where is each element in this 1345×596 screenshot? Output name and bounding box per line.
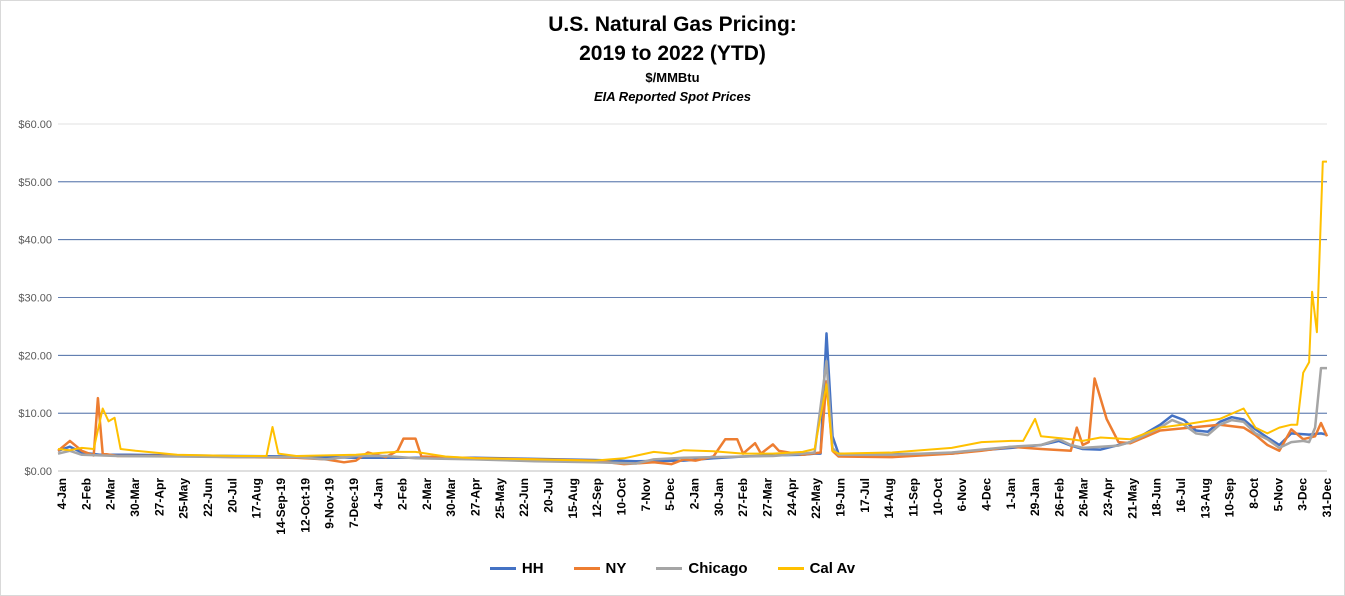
x-tick-label: 11-Sep — [906, 478, 920, 517]
x-tick-label: 31-Dec — [1320, 478, 1334, 518]
x-tick-label: 6-Nov — [955, 478, 969, 512]
x-tick-label: 25-May — [493, 478, 507, 519]
x-tick-label: 17-Jul — [858, 478, 872, 513]
legend-label: NY — [605, 560, 627, 577]
x-tick-label: 3-Dec — [1296, 478, 1310, 511]
x-tick-label: 10-Sep — [1223, 478, 1237, 517]
series-lines — [57, 160, 1329, 466]
x-tick-label: 14-Aug — [882, 478, 896, 519]
x-tick-label: 26-Mar — [1077, 478, 1091, 517]
x-tick-label: 2-Feb — [79, 478, 93, 510]
x-tick-label: 2-Mar — [104, 478, 118, 510]
x-tick-label: 24-Apr — [785, 478, 799, 516]
x-tick-label: 4-Dec — [979, 478, 993, 511]
x-tick-label: 27-Mar — [760, 478, 774, 517]
x-tick-label: 13-Aug — [1198, 478, 1212, 519]
x-tick-label: 27-Apr — [469, 478, 483, 516]
legend-swatch — [573, 567, 600, 570]
x-axis-tick-labels: 4-Jan 2-Feb 2-Mar 30-Mar 27-Apr 25-May 22-Jun 2… — [55, 478, 1334, 535]
x-tick-label: 20-Jul — [225, 478, 239, 513]
y-axis-tick-labels: $0.00 $10.00 $20.00 $30.00 $40.00 $50.00 $60.0… — [18, 119, 52, 478]
y-tick-label: $10.00 — [18, 408, 52, 420]
x-tick-label: 30-Jan — [712, 478, 726, 516]
x-tick-label: 2-Feb — [396, 478, 410, 510]
x-tick-label: 7-Dec-19 — [347, 478, 361, 528]
y-tick-label: $40.00 — [18, 235, 52, 247]
legend-item: HH — [489, 560, 544, 577]
x-tick-label: 21-May — [1125, 478, 1139, 519]
x-tick-label: 27-Apr — [152, 478, 166, 516]
series-line-cal-av — [57, 160, 1327, 462]
x-tick-label: 9-Nov-19 — [323, 478, 337, 529]
x-tick-label: 15-Aug — [566, 478, 580, 519]
x-tick-label: 4-Jan — [55, 478, 69, 509]
x-tick-label: 1-Jan — [1004, 478, 1018, 509]
chart-title-line2: 2019 to 2022 (YTD) — [579, 42, 766, 65]
legend-item: Chicago — [656, 560, 748, 577]
x-tick-label: 2-Mar — [420, 478, 434, 510]
y-tick-label: $30.00 — [18, 293, 52, 305]
x-tick-label: 10-Oct — [931, 478, 945, 515]
x-tick-label: 4-Jan — [371, 478, 385, 509]
x-tick-label: 22-Jun — [201, 478, 215, 517]
y-tick-label: $60.00 — [18, 119, 52, 131]
legend-label: HH — [521, 560, 544, 577]
legend-label: Chicago — [688, 560, 748, 577]
x-tick-label: 12-Oct-19 — [298, 478, 312, 533]
x-tick-label: 16-Jul — [1174, 478, 1188, 513]
chart-subtitle-source: EIA Reported Spot Prices — [594, 89, 751, 104]
chart-title: U.S. Natural Gas Pricing: — [548, 13, 797, 36]
chart-subtitle-units: $/MMBtu — [645, 70, 700, 85]
legend-label: Cal Av — [809, 560, 856, 577]
legend-swatch — [489, 567, 516, 570]
x-tick-label: 25-May — [177, 478, 191, 519]
x-tick-label: 5-Dec — [663, 478, 677, 511]
y-tick-label: $0.00 — [24, 466, 52, 478]
x-tick-label: 29-Jan — [1028, 478, 1042, 516]
legend-item: NY — [573, 560, 627, 577]
chart-legend: HH NY Chicago Cal Av — [0, 560, 1345, 577]
y-tick-label: $50.00 — [18, 177, 52, 189]
x-tick-label: 26-Feb — [1052, 478, 1066, 517]
x-tick-label: 30-Mar — [128, 478, 142, 517]
x-tick-label: 14-Sep-19 — [274, 478, 288, 535]
legend-item: Cal Av — [777, 560, 856, 577]
series-line-chicago — [57, 359, 1327, 465]
x-tick-label: 20-Jul — [542, 478, 556, 513]
x-tick-label: 27-Feb — [736, 478, 750, 517]
x-tick-label: 10-Oct — [615, 478, 629, 515]
y-tick-label: $20.00 — [18, 350, 52, 362]
x-tick-label: 12-Sep — [590, 478, 604, 517]
x-tick-label: 8-Oct — [1247, 478, 1261, 509]
gridlines — [58, 123, 1327, 472]
series-line-hh — [57, 332, 1328, 463]
x-tick-label: 7-Nov — [639, 478, 653, 512]
x-tick-label: 23-Apr — [1101, 478, 1115, 516]
x-tick-label: 19-Jun — [833, 478, 847, 517]
x-tick-label: 2-Jan — [688, 478, 702, 509]
legend-swatch — [656, 567, 683, 570]
legend-swatch — [777, 567, 804, 570]
chart-titles: U.S. Natural Gas Pricing: 2019 to 2022 (… — [0, 10, 1345, 106]
x-tick-label: 22-May — [809, 478, 823, 519]
x-tick-label: 30-Mar — [444, 478, 458, 517]
x-tick-label: 5-Nov — [1271, 478, 1285, 512]
x-tick-label: 17-Aug — [250, 478, 264, 519]
x-tick-label: 22-Jun — [517, 478, 531, 517]
x-tick-label: 18-Jun — [1150, 478, 1164, 517]
